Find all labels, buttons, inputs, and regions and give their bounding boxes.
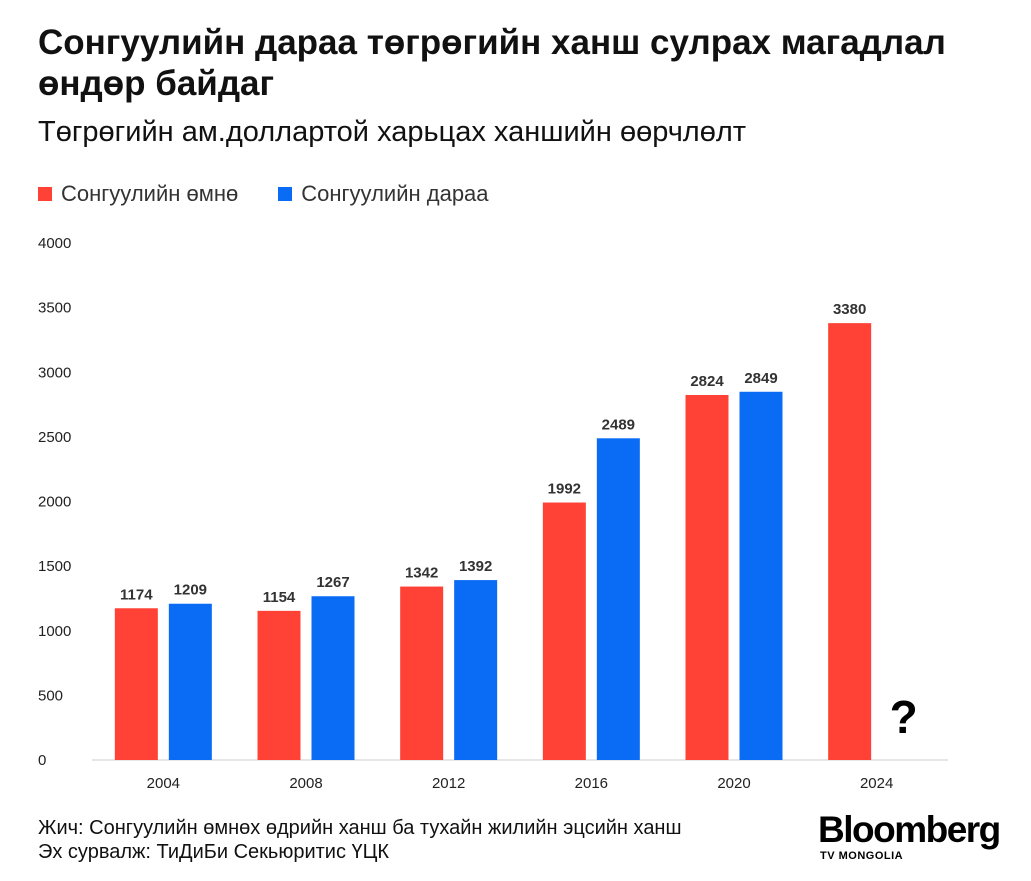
legend-item-after: Сонгуулийн дараа [278, 181, 489, 207]
data-label: 2824 [690, 373, 724, 390]
legend-label-after: Сонгуулийн дараа [301, 181, 489, 206]
footer-source: Эх сурвалж: ТиДиБи Секьюритис ҮЦК [38, 841, 390, 863]
data-label: 1342 [405, 565, 438, 582]
footer: Жич: Сонгуулийн өмнөх өдрийн ханш ба тух… [38, 816, 682, 864]
data-label: 1992 [548, 481, 581, 498]
x-tick-label: 2024 [860, 775, 893, 792]
x-tick-label: 2004 [147, 775, 180, 792]
legend-swatch-after [278, 187, 293, 201]
chart-subtitle: Төгрөгийн ам.доллартой харьцах ханшийн ө… [38, 116, 747, 148]
bar-after-2004 [168, 603, 212, 760]
y-tick-label: 1500 [38, 558, 71, 575]
bar-before-2008 [257, 610, 301, 760]
question-mark-annotation: ? [890, 691, 918, 743]
y-tick-label: 1000 [38, 623, 71, 640]
logo-main-text: Bloomberg [818, 809, 1001, 850]
legend: Сонгуулийн өмнө Сонгуулийн дараа [38, 181, 529, 207]
x-tick-label: 2012 [432, 775, 465, 792]
data-label: 1154 [263, 589, 296, 606]
bar-after-2016 [596, 438, 640, 760]
bar-after-2012 [454, 580, 498, 760]
data-label: 1267 [316, 574, 349, 591]
bloomberg-logo: Bloomberg TV MONGOLIA [818, 809, 1003, 863]
legend-item-before: Сонгуулийн өмнө [38, 181, 238, 207]
legend-label-before: Сонгуулийн өмнө [61, 181, 239, 206]
legend-swatch-before [38, 187, 52, 201]
x-tick-label: 2016 [575, 775, 608, 792]
logo-sub-text: TV MONGOLIA [820, 850, 904, 862]
x-tick-label: 2020 [717, 775, 750, 792]
data-label: 2849 [744, 370, 777, 387]
data-label: 1174 [120, 586, 153, 603]
y-tick-label: 3500 [38, 300, 71, 317]
bar-before-2020 [685, 394, 729, 760]
y-tick-label: 2500 [38, 429, 71, 446]
x-tick-label: 2008 [289, 775, 322, 792]
bar-before-2024 [828, 323, 872, 760]
y-tick-label: 0 [38, 752, 46, 769]
y-tick-label: 500 [38, 687, 63, 704]
bar-after-2008 [311, 596, 355, 760]
bar-before-2012 [400, 586, 444, 760]
y-tick-label: 3000 [38, 364, 71, 381]
bar-before-2016 [542, 502, 586, 760]
footer-note: Жич: Сонгуулийн өмнөх өдрийн ханш ба тух… [38, 817, 682, 839]
data-label: 1209 [174, 582, 207, 599]
bar-before-2004 [114, 608, 158, 760]
chart-title: Сонгуулийн дараа төгрөгийн ханш сулрах м… [38, 23, 946, 103]
bar-after-2020 [739, 391, 783, 760]
data-label: 3380 [833, 301, 866, 318]
data-label: 1392 [459, 558, 492, 575]
data-label: 2489 [602, 416, 635, 433]
y-tick-label: 2000 [38, 494, 71, 511]
bar-chart: 0 500 1000 1500 2000 2500 3000 3500 4000 1174 1209… [38, 235, 948, 792]
y-tick-label: 4000 [38, 235, 71, 252]
